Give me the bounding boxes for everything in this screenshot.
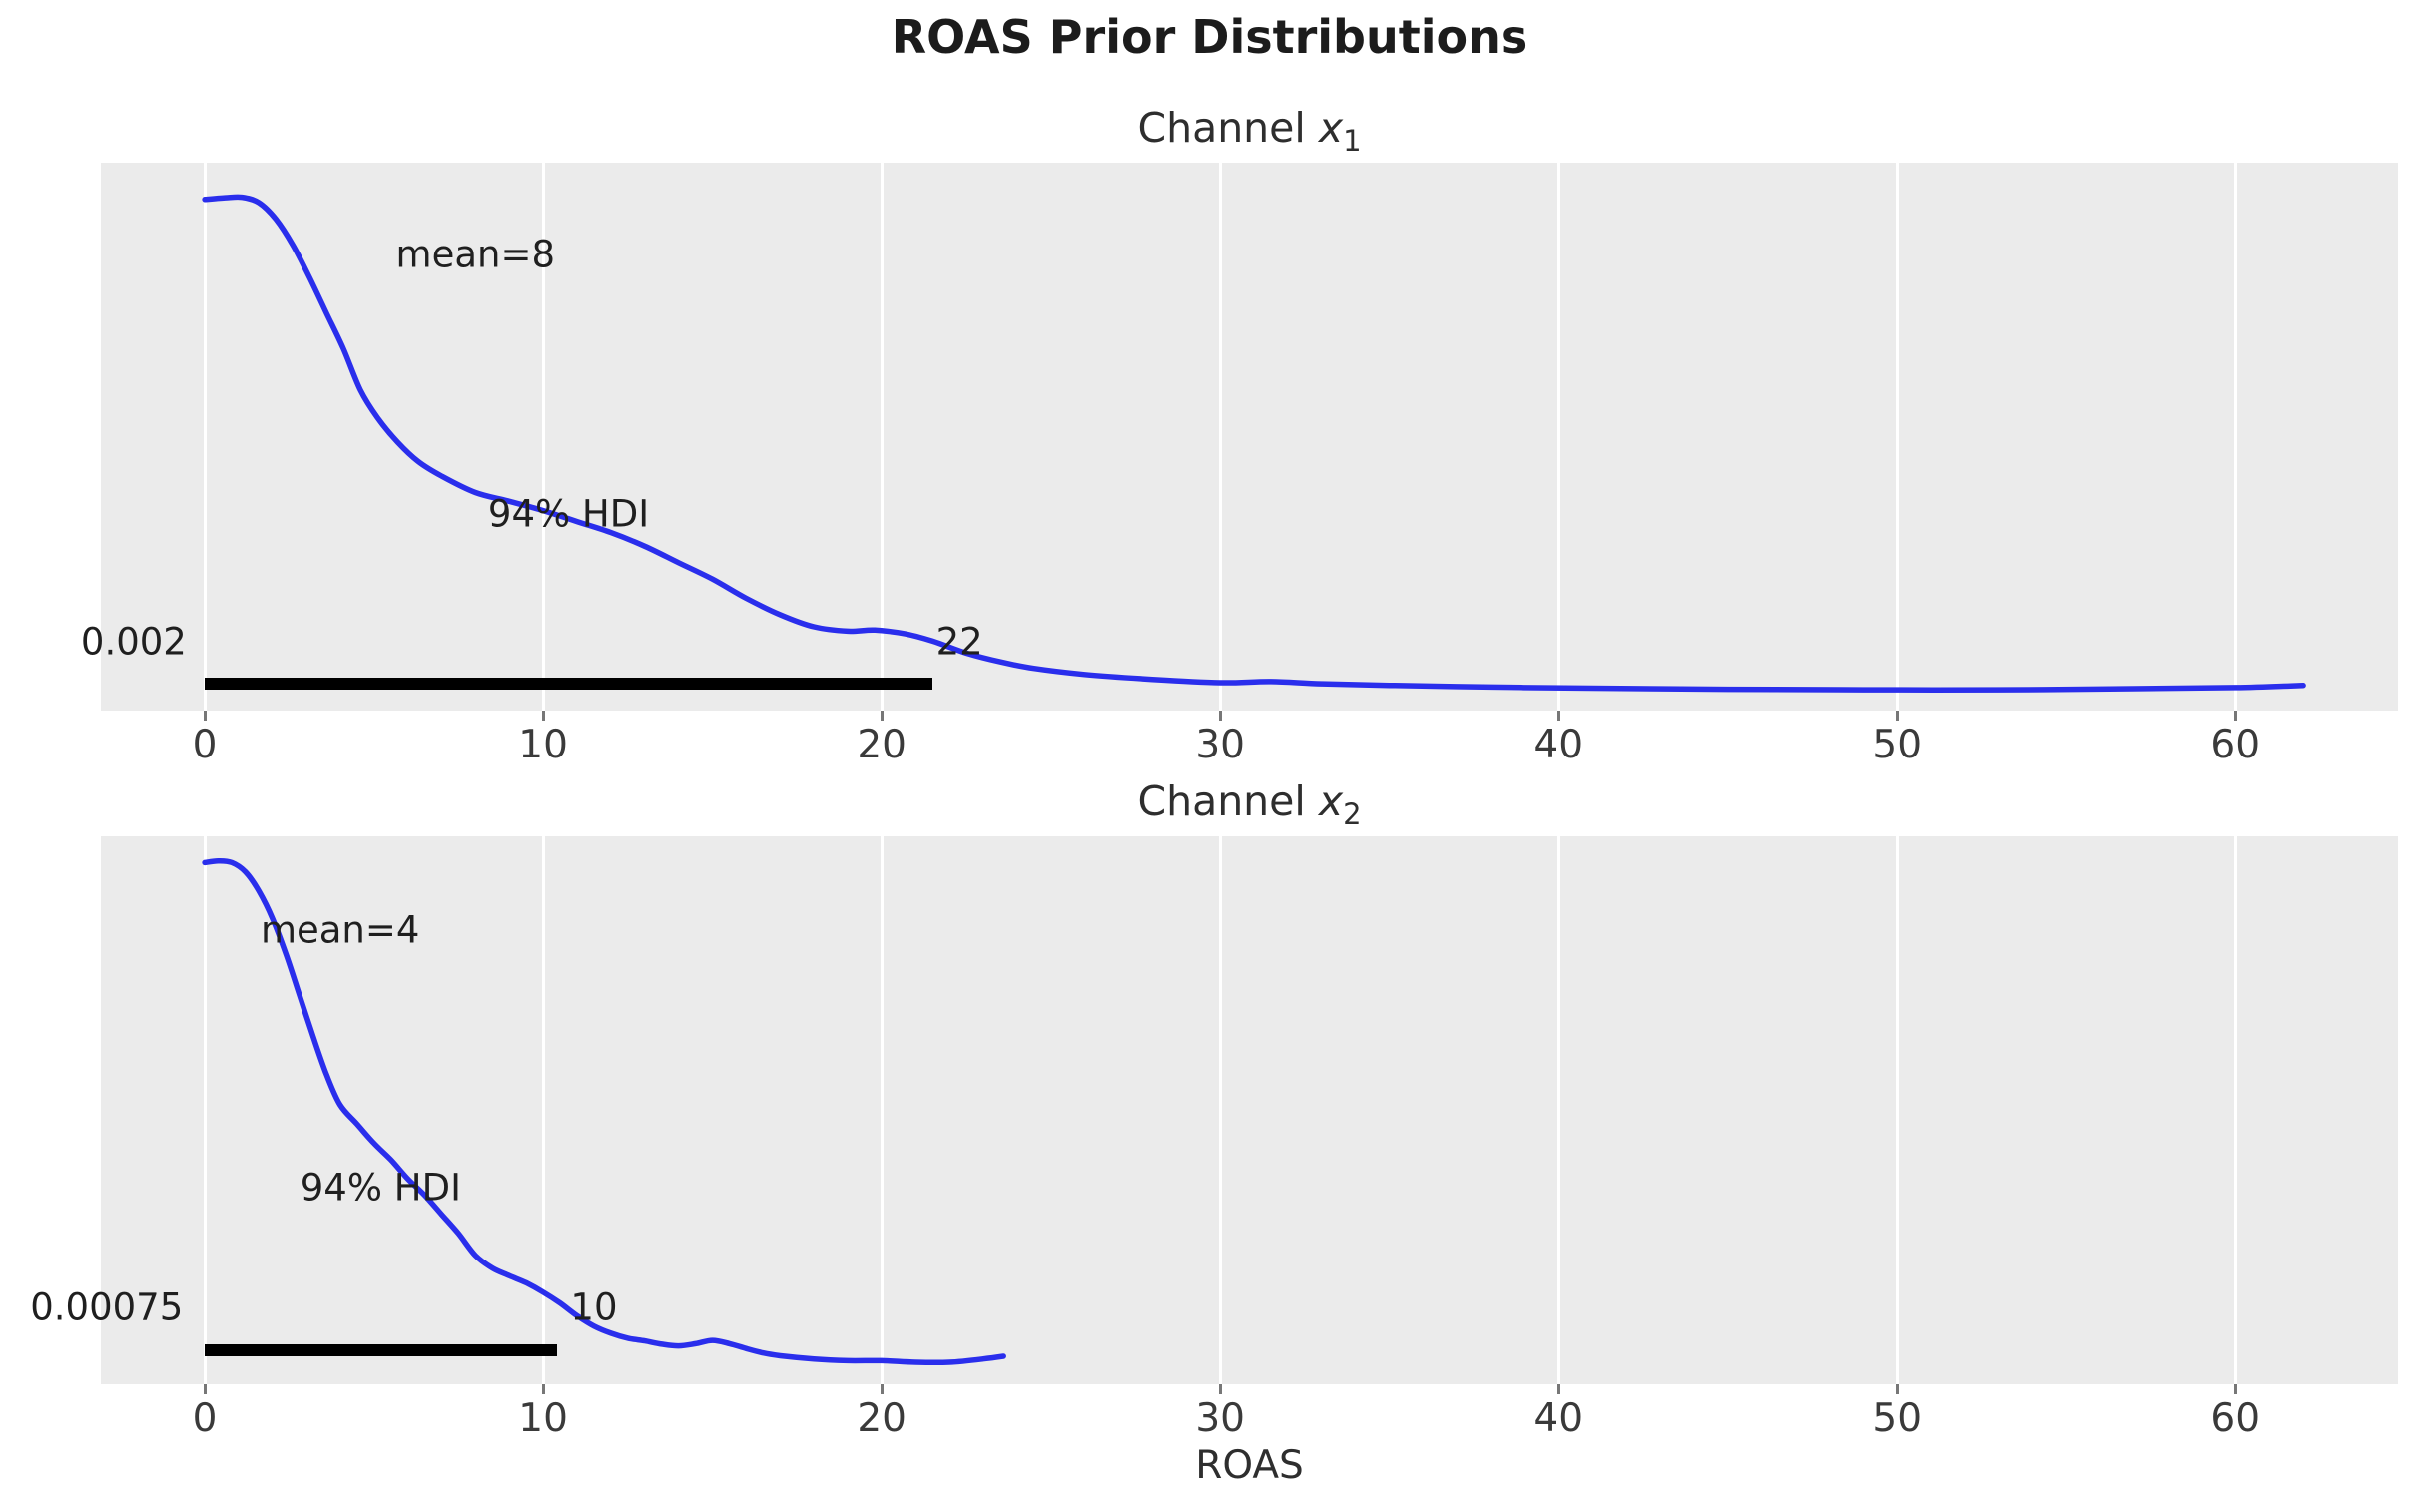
x-gridline: [203, 163, 207, 711]
hdi-bar: [205, 677, 932, 690]
x-tick-mark: [880, 1384, 884, 1394]
x-tick-label: 0: [192, 723, 218, 767]
mean-label: mean=4: [260, 908, 420, 952]
x-tick-label: 10: [518, 1396, 568, 1441]
hdi-label: 94% HDI: [487, 492, 650, 536]
x-tick-mark: [1895, 1384, 1899, 1394]
x-gridline: [1895, 163, 1899, 711]
kde-curve-svg: [202, 194, 2306, 693]
x-axis-label: ROAS: [1195, 1443, 1304, 1488]
hdi-label: 94% HDI: [300, 1166, 461, 1210]
mean-label: mean=8: [395, 233, 556, 276]
subplot-title-subscript: 2: [1343, 797, 1362, 832]
x-tick-label: 30: [1195, 1396, 1245, 1441]
x-tick-mark: [880, 711, 884, 721]
x-tick-mark: [541, 711, 545, 721]
subplot-title-text: Channel: [1137, 777, 1319, 825]
x-tick-label: 40: [1533, 723, 1584, 767]
x-tick-label: 50: [1872, 1396, 1923, 1441]
kde-panel-channel-x1: 0 10 20 30 40 50 60 mean=8 94% HDI 0.002 22: [81, 163, 2398, 766]
x-gridline: [2233, 163, 2237, 711]
subplot-title-variable: x: [1318, 104, 1344, 152]
x-tick-label: 30: [1195, 723, 1245, 767]
hdi-upper-label: 10: [570, 1285, 618, 1329]
kde-curve: [202, 194, 2306, 693]
x-tick-mark: [203, 711, 207, 721]
x-tick-mark: [541, 1384, 545, 1394]
subplot-title-variable: x: [1318, 777, 1344, 825]
x-tick-label: 50: [1872, 723, 1923, 767]
hdi-upper-label: 22: [935, 620, 983, 664]
kde-curve: [202, 857, 1006, 1366]
x-gridline: [203, 836, 207, 1384]
subplot-title-channel-x1: Channel x1: [101, 105, 2398, 164]
x-tick-mark: [2233, 711, 2237, 721]
x-tick-label: 20: [857, 1396, 907, 1441]
x-tick-mark: [1556, 711, 1560, 721]
x-tick-label: 0: [192, 1396, 218, 1441]
subplot-title-subscript: 1: [1343, 124, 1362, 159]
x-gridline: [880, 836, 884, 1384]
hdi-lower-label: 0.002: [80, 620, 187, 664]
x-tick-label: 60: [2210, 1396, 2261, 1441]
x-tick-label: 60: [2210, 723, 2261, 767]
x-tick-label: 20: [857, 723, 907, 767]
x-gridline: [1218, 836, 1222, 1384]
x-tick-mark: [203, 1384, 207, 1394]
figure-title: ROAS Prior Distributions: [891, 10, 1528, 64]
subplot-title-text: Channel: [1137, 104, 1319, 152]
x-tick-mark: [2233, 1384, 2237, 1394]
x-gridline: [1895, 836, 1899, 1384]
hdi-lower-label: 0.00075: [30, 1285, 184, 1329]
x-gridline: [1556, 836, 1560, 1384]
x-tick-label: 40: [1533, 1396, 1584, 1441]
x-gridline: [541, 163, 545, 711]
x-tick-mark: [1218, 1384, 1222, 1394]
x-gridline: [880, 163, 884, 711]
x-tick-mark: [1218, 711, 1222, 721]
kde-panel-channel-x2: 0 10 20 30 40 50 60 mean=4 94% HDI 0.00075 10: [30, 836, 2398, 1440]
x-tick-label: 10: [518, 723, 568, 767]
x-gridline: [541, 836, 545, 1384]
x-gridline: [1218, 163, 1222, 711]
subplot-title-channel-x2: Channel x2: [101, 778, 2398, 837]
hdi-bar: [205, 1343, 557, 1356]
x-gridline: [1556, 163, 1560, 711]
x-tick-mark: [1556, 1384, 1560, 1394]
x-gridline: [2233, 836, 2237, 1384]
x-tick-mark: [1895, 711, 1899, 721]
kde-curve-svg: [202, 857, 1006, 1366]
